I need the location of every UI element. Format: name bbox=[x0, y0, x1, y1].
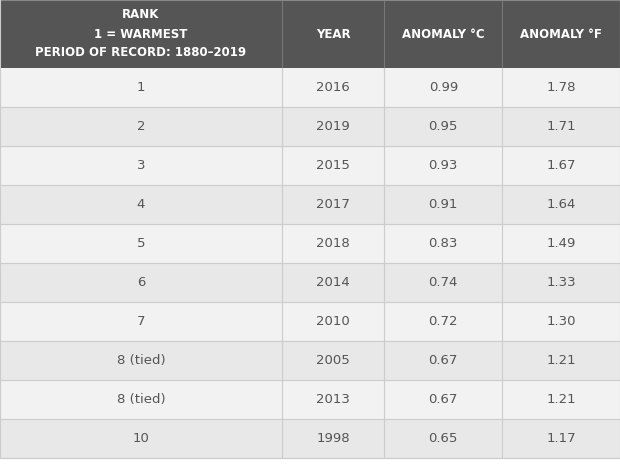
Bar bbox=[282, 224, 384, 263]
Bar bbox=[384, 146, 502, 185]
Bar bbox=[282, 341, 384, 380]
Bar bbox=[0, 380, 282, 419]
Bar bbox=[0, 146, 282, 185]
Bar bbox=[0, 107, 282, 146]
Bar bbox=[502, 419, 620, 458]
Bar bbox=[384, 419, 502, 458]
Text: 2018: 2018 bbox=[316, 237, 350, 250]
Text: 1998: 1998 bbox=[316, 432, 350, 445]
Text: 1.64: 1.64 bbox=[546, 198, 576, 211]
Bar bbox=[0, 224, 282, 263]
Bar bbox=[384, 224, 502, 263]
Text: 2015: 2015 bbox=[316, 159, 350, 172]
Bar bbox=[0, 341, 282, 380]
Text: 1: 1 bbox=[137, 81, 145, 94]
Bar bbox=[384, 0, 502, 68]
Bar bbox=[282, 107, 384, 146]
Text: 1.49: 1.49 bbox=[546, 237, 576, 250]
Bar bbox=[282, 146, 384, 185]
Bar bbox=[0, 185, 282, 224]
Bar bbox=[282, 68, 384, 107]
Bar bbox=[502, 0, 620, 68]
Text: 2010: 2010 bbox=[316, 315, 350, 328]
Text: 5: 5 bbox=[137, 237, 145, 250]
Bar bbox=[502, 68, 620, 107]
Text: 8 (tied): 8 (tied) bbox=[117, 393, 166, 406]
Bar bbox=[384, 107, 502, 146]
Text: RANK
1 = WARMEST
PERIOD OF RECORD: 1880–2019: RANK 1 = WARMEST PERIOD OF RECORD: 1880–… bbox=[35, 8, 247, 60]
Text: 0.67: 0.67 bbox=[428, 393, 458, 406]
Text: 0.95: 0.95 bbox=[428, 120, 458, 133]
Bar bbox=[502, 107, 620, 146]
Bar bbox=[502, 380, 620, 419]
Bar bbox=[0, 68, 282, 107]
Bar bbox=[282, 263, 384, 302]
Bar bbox=[282, 302, 384, 341]
Bar bbox=[502, 224, 620, 263]
Text: ANOMALY °C: ANOMALY °C bbox=[402, 27, 485, 40]
Bar bbox=[282, 0, 384, 68]
Text: 2014: 2014 bbox=[316, 276, 350, 289]
Text: 0.65: 0.65 bbox=[428, 432, 458, 445]
Text: 3: 3 bbox=[137, 159, 145, 172]
Text: 1.21: 1.21 bbox=[546, 354, 576, 367]
Bar bbox=[384, 263, 502, 302]
Bar bbox=[502, 146, 620, 185]
Text: 6: 6 bbox=[137, 276, 145, 289]
Text: 2005: 2005 bbox=[316, 354, 350, 367]
Bar bbox=[384, 185, 502, 224]
Text: 8 (tied): 8 (tied) bbox=[117, 354, 166, 367]
Text: 4: 4 bbox=[137, 198, 145, 211]
Text: 0.72: 0.72 bbox=[428, 315, 458, 328]
Text: 2: 2 bbox=[137, 120, 145, 133]
Text: YEAR: YEAR bbox=[316, 27, 350, 40]
Text: 2019: 2019 bbox=[316, 120, 350, 133]
Text: 1.17: 1.17 bbox=[546, 432, 576, 445]
Bar bbox=[384, 302, 502, 341]
Bar bbox=[0, 0, 282, 68]
Text: 1.71: 1.71 bbox=[546, 120, 576, 133]
Text: 1.21: 1.21 bbox=[546, 393, 576, 406]
Text: 0.74: 0.74 bbox=[428, 276, 458, 289]
Text: ANOMALY °F: ANOMALY °F bbox=[520, 27, 602, 40]
Bar bbox=[384, 68, 502, 107]
Text: 0.99: 0.99 bbox=[428, 81, 458, 94]
Text: 1.67: 1.67 bbox=[546, 159, 576, 172]
Text: 1.33: 1.33 bbox=[546, 276, 576, 289]
Text: 0.93: 0.93 bbox=[428, 159, 458, 172]
Bar bbox=[0, 302, 282, 341]
Bar bbox=[282, 419, 384, 458]
Bar bbox=[282, 185, 384, 224]
Text: 1.30: 1.30 bbox=[546, 315, 576, 328]
Bar bbox=[0, 263, 282, 302]
Bar bbox=[502, 185, 620, 224]
Bar bbox=[282, 380, 384, 419]
Bar bbox=[502, 263, 620, 302]
Bar bbox=[502, 302, 620, 341]
Text: 10: 10 bbox=[133, 432, 149, 445]
Text: 0.91: 0.91 bbox=[428, 198, 458, 211]
Text: 7: 7 bbox=[137, 315, 145, 328]
Text: 2013: 2013 bbox=[316, 393, 350, 406]
Bar bbox=[384, 341, 502, 380]
Bar bbox=[0, 419, 282, 458]
Text: 0.67: 0.67 bbox=[428, 354, 458, 367]
Bar bbox=[384, 380, 502, 419]
Text: 0.83: 0.83 bbox=[428, 237, 458, 250]
Text: 1.78: 1.78 bbox=[546, 81, 576, 94]
Text: 2016: 2016 bbox=[316, 81, 350, 94]
Text: 2017: 2017 bbox=[316, 198, 350, 211]
Bar bbox=[502, 341, 620, 380]
